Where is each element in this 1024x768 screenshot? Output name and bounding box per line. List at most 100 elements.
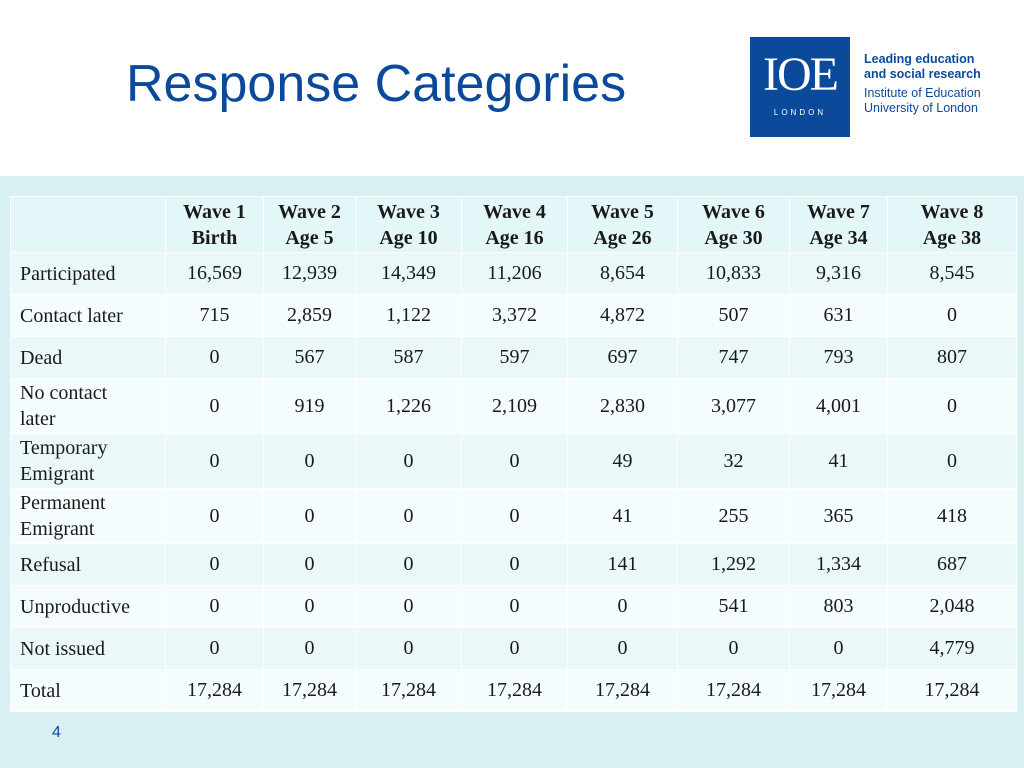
header-cell: Wave 3 Age 10 bbox=[355, 196, 462, 253]
header-wave: Wave 3 bbox=[377, 200, 440, 223]
row-label: Refusal bbox=[20, 553, 82, 576]
table-cell: 2,859 bbox=[263, 294, 356, 337]
header-wave: Wave 2 bbox=[278, 200, 341, 223]
table-cell: 597 bbox=[461, 336, 568, 379]
row-label: Permanent bbox=[20, 492, 106, 514]
row-label-cell: Total bbox=[10, 669, 166, 712]
table-cell: 418 bbox=[887, 488, 1017, 544]
table-cell: 0 bbox=[887, 433, 1017, 489]
table-cell: 0 bbox=[263, 585, 356, 628]
table-row: Permanent Emigrant 0 0 0 0 41 255 365 418 bbox=[10, 488, 1017, 544]
header-cell: Wave 4 Age 16 bbox=[461, 196, 568, 253]
row-label-cell: Permanent Emigrant bbox=[10, 488, 166, 544]
row-label-cell: No contact later bbox=[10, 378, 166, 434]
table-cell: 507 bbox=[677, 294, 790, 337]
table-cell: 41 bbox=[567, 488, 678, 544]
header-wave: Wave 6 bbox=[702, 200, 765, 223]
table-cell: 0 bbox=[165, 378, 264, 434]
row-label: Unproductive bbox=[20, 595, 130, 618]
table-cell: 919 bbox=[263, 378, 356, 434]
header-cell: Wave 6 Age 30 bbox=[677, 196, 790, 253]
row-label-cell: Refusal bbox=[10, 543, 166, 586]
table-cell: 11,206 bbox=[461, 252, 568, 295]
table-cell: 697 bbox=[567, 336, 678, 379]
ioe-logo: IOE LONDON bbox=[750, 37, 850, 137]
table-cell: 8,545 bbox=[887, 252, 1017, 295]
table-cell: 803 bbox=[789, 585, 888, 628]
table-cell: 0 bbox=[461, 627, 568, 670]
table-cell: 4,872 bbox=[567, 294, 678, 337]
table-cell: 1,292 bbox=[677, 543, 790, 586]
row-label-cell: Dead bbox=[10, 336, 166, 379]
row-label-cell: Temporary Emigrant bbox=[10, 433, 166, 489]
slide-title: Response Categories bbox=[126, 55, 627, 113]
table-row: Dead 0 567 587 597 697 747 793 807 bbox=[10, 336, 1017, 379]
table-cell: 0 bbox=[263, 543, 356, 586]
table-cell: 0 bbox=[355, 627, 462, 670]
row-label: Temporary bbox=[20, 437, 108, 459]
table-row: No contact later 0 919 1,226 2,109 2,830 3,077 4… bbox=[10, 378, 1017, 434]
header-age: Age 30 bbox=[704, 226, 763, 249]
table-row: Temporary Emigrant 0 0 0 0 49 32 41 0 bbox=[10, 433, 1017, 489]
header-wave: Wave 1 bbox=[183, 200, 246, 223]
table-cell: 8,654 bbox=[567, 252, 678, 295]
table-cell: 0 bbox=[165, 488, 264, 544]
row-label-cell: Not issued bbox=[10, 627, 166, 670]
table-cell: 587 bbox=[355, 336, 462, 379]
table-cell: 715 bbox=[165, 294, 264, 337]
table-cell: 0 bbox=[887, 294, 1017, 337]
row-label-line2: later bbox=[20, 408, 56, 430]
header-wave: Wave 5 bbox=[591, 200, 654, 223]
row-label-line2: Emigrant bbox=[20, 518, 95, 540]
table-cell: 567 bbox=[263, 336, 356, 379]
header-cell: Wave 7 Age 34 bbox=[789, 196, 888, 253]
table-cell: 255 bbox=[677, 488, 790, 544]
row-label-cell: Unproductive bbox=[10, 585, 166, 628]
table-cell: 0 bbox=[355, 433, 462, 489]
table-cell: 0 bbox=[263, 433, 356, 489]
table-cell: 2,109 bbox=[461, 378, 568, 434]
header-age: Birth bbox=[191, 226, 238, 249]
table-cell: 2,830 bbox=[567, 378, 678, 434]
table-cell: 0 bbox=[461, 433, 568, 489]
table-cell: 0 bbox=[461, 543, 568, 586]
table-cell: 17,284 bbox=[887, 669, 1017, 712]
table-cell: 16,569 bbox=[165, 252, 264, 295]
table-cell: 41 bbox=[789, 433, 888, 489]
table-cell: 17,284 bbox=[165, 669, 264, 712]
table-row: Total 17,284 17,284 17,284 17,284 17,284 17,28… bbox=[10, 669, 1017, 712]
table-cell: 0 bbox=[355, 488, 462, 544]
header-wave: Wave 8 bbox=[920, 200, 984, 223]
row-label: Total bbox=[20, 679, 61, 702]
table-cell: 3,372 bbox=[461, 294, 568, 337]
table-cell: 10,833 bbox=[677, 252, 790, 295]
header-cell: Wave 2 Age 5 bbox=[263, 196, 356, 253]
table-cell: 0 bbox=[355, 543, 462, 586]
row-label-cell: Contact later bbox=[10, 294, 166, 337]
header-cell: Wave 8 Age 38 bbox=[887, 196, 1017, 253]
table-cell: 0 bbox=[263, 627, 356, 670]
header-age: Age 10 bbox=[379, 226, 438, 249]
table-cell: 1,334 bbox=[789, 543, 888, 586]
header-wave: Wave 4 bbox=[483, 200, 546, 223]
table-cell: 0 bbox=[165, 627, 264, 670]
table-cell: 0 bbox=[567, 585, 678, 628]
header-age: Age 16 bbox=[485, 226, 544, 249]
table-cell: 0 bbox=[165, 585, 264, 628]
header-age: Age 38 bbox=[922, 226, 982, 249]
table-row: Participated 16,569 12,939 14,349 11,206 8,65… bbox=[10, 252, 1017, 295]
table-cell: 2,048 bbox=[887, 585, 1017, 628]
row-label: Not issued bbox=[20, 637, 105, 660]
logo-tagline-line2: and social research bbox=[864, 67, 981, 81]
response-table-container: Wave 1 Birth Wave 2 Age 5 Wave 3 Age 10 Wav… bbox=[10, 196, 1017, 712]
table-cell: 12,939 bbox=[263, 252, 356, 295]
logo-institution-line1: Institute of Education bbox=[864, 86, 981, 100]
header-wave: Wave 7 bbox=[807, 200, 870, 223]
table-cell: 17,284 bbox=[355, 669, 462, 712]
logo-mark: IOE bbox=[763, 48, 839, 101]
table-cell: 0 bbox=[461, 585, 568, 628]
table-row: Unproductive 0 0 0 0 0 541 803 2,048 bbox=[10, 585, 1017, 628]
header-cell: Wave 1 Birth bbox=[165, 196, 264, 253]
table-cell: 9,316 bbox=[789, 252, 888, 295]
table-cell: 631 bbox=[789, 294, 888, 337]
